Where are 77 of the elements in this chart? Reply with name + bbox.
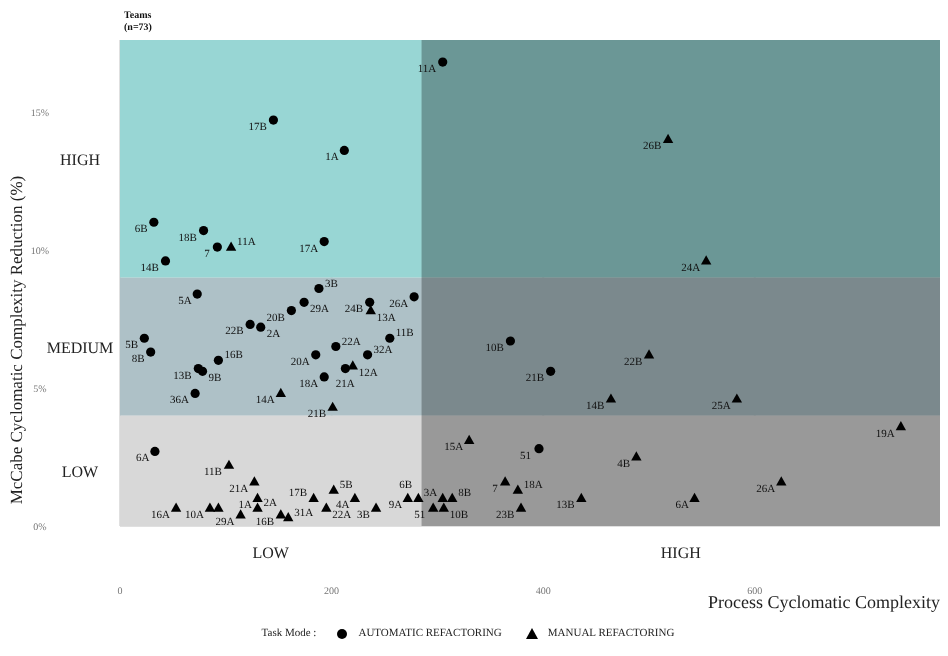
point [463,434,475,444]
point [402,492,413,502]
point [370,502,382,512]
point [212,242,222,252]
point [150,446,160,457]
point [339,145,349,156]
point [331,341,341,352]
point [275,387,287,398]
point [190,388,200,399]
point [308,492,319,502]
point [149,217,159,227]
point [438,502,449,512]
point [252,492,263,502]
point [321,502,332,512]
band-label: MEDIUM [46,338,114,357]
point [605,393,617,403]
point [311,350,321,360]
point [427,502,439,512]
point [643,349,655,359]
point [447,492,458,502]
point [505,336,516,346]
point [731,393,743,403]
point [546,366,556,376]
point [283,512,294,522]
point [365,305,376,315]
point [160,256,171,266]
point [689,492,700,502]
point [362,350,373,360]
point [385,333,395,343]
point [170,502,182,512]
point [314,283,324,294]
band-label: HIGH [660,544,702,562]
point [286,306,297,316]
band-label: LOW [252,544,290,562]
point [204,502,216,512]
point [438,57,448,67]
point [192,289,202,299]
point [700,255,712,265]
point [340,364,350,374]
band-label: HIGH [60,150,101,169]
point [225,241,237,251]
point [275,509,287,519]
point [252,502,263,512]
point [631,451,642,461]
point [235,509,246,519]
band-label: LOW [61,462,100,481]
point [319,236,329,247]
point [146,347,156,357]
point [437,492,448,502]
point [895,420,907,431]
point [365,297,375,307]
point [776,476,787,486]
point [213,502,224,512]
y-axis-title: McCabe Cyclomatic Complexity Reduction (%) [6,175,26,505]
point [245,319,255,330]
point [499,476,511,486]
point [327,401,338,411]
point [299,297,309,307]
x-axis-title: Process Cyclomatic Complexity [708,592,940,612]
point [256,322,266,332]
point [139,333,149,343]
point [534,444,544,454]
point [662,133,674,144]
point [249,476,260,486]
point [413,492,424,502]
point [328,484,339,494]
point [223,459,235,469]
point [515,502,527,512]
point [197,366,208,376]
point [319,372,329,382]
point [512,484,524,494]
point [213,355,223,365]
point [268,115,279,125]
point [409,292,419,302]
point [576,492,587,502]
point [198,225,209,236]
point [349,492,361,502]
